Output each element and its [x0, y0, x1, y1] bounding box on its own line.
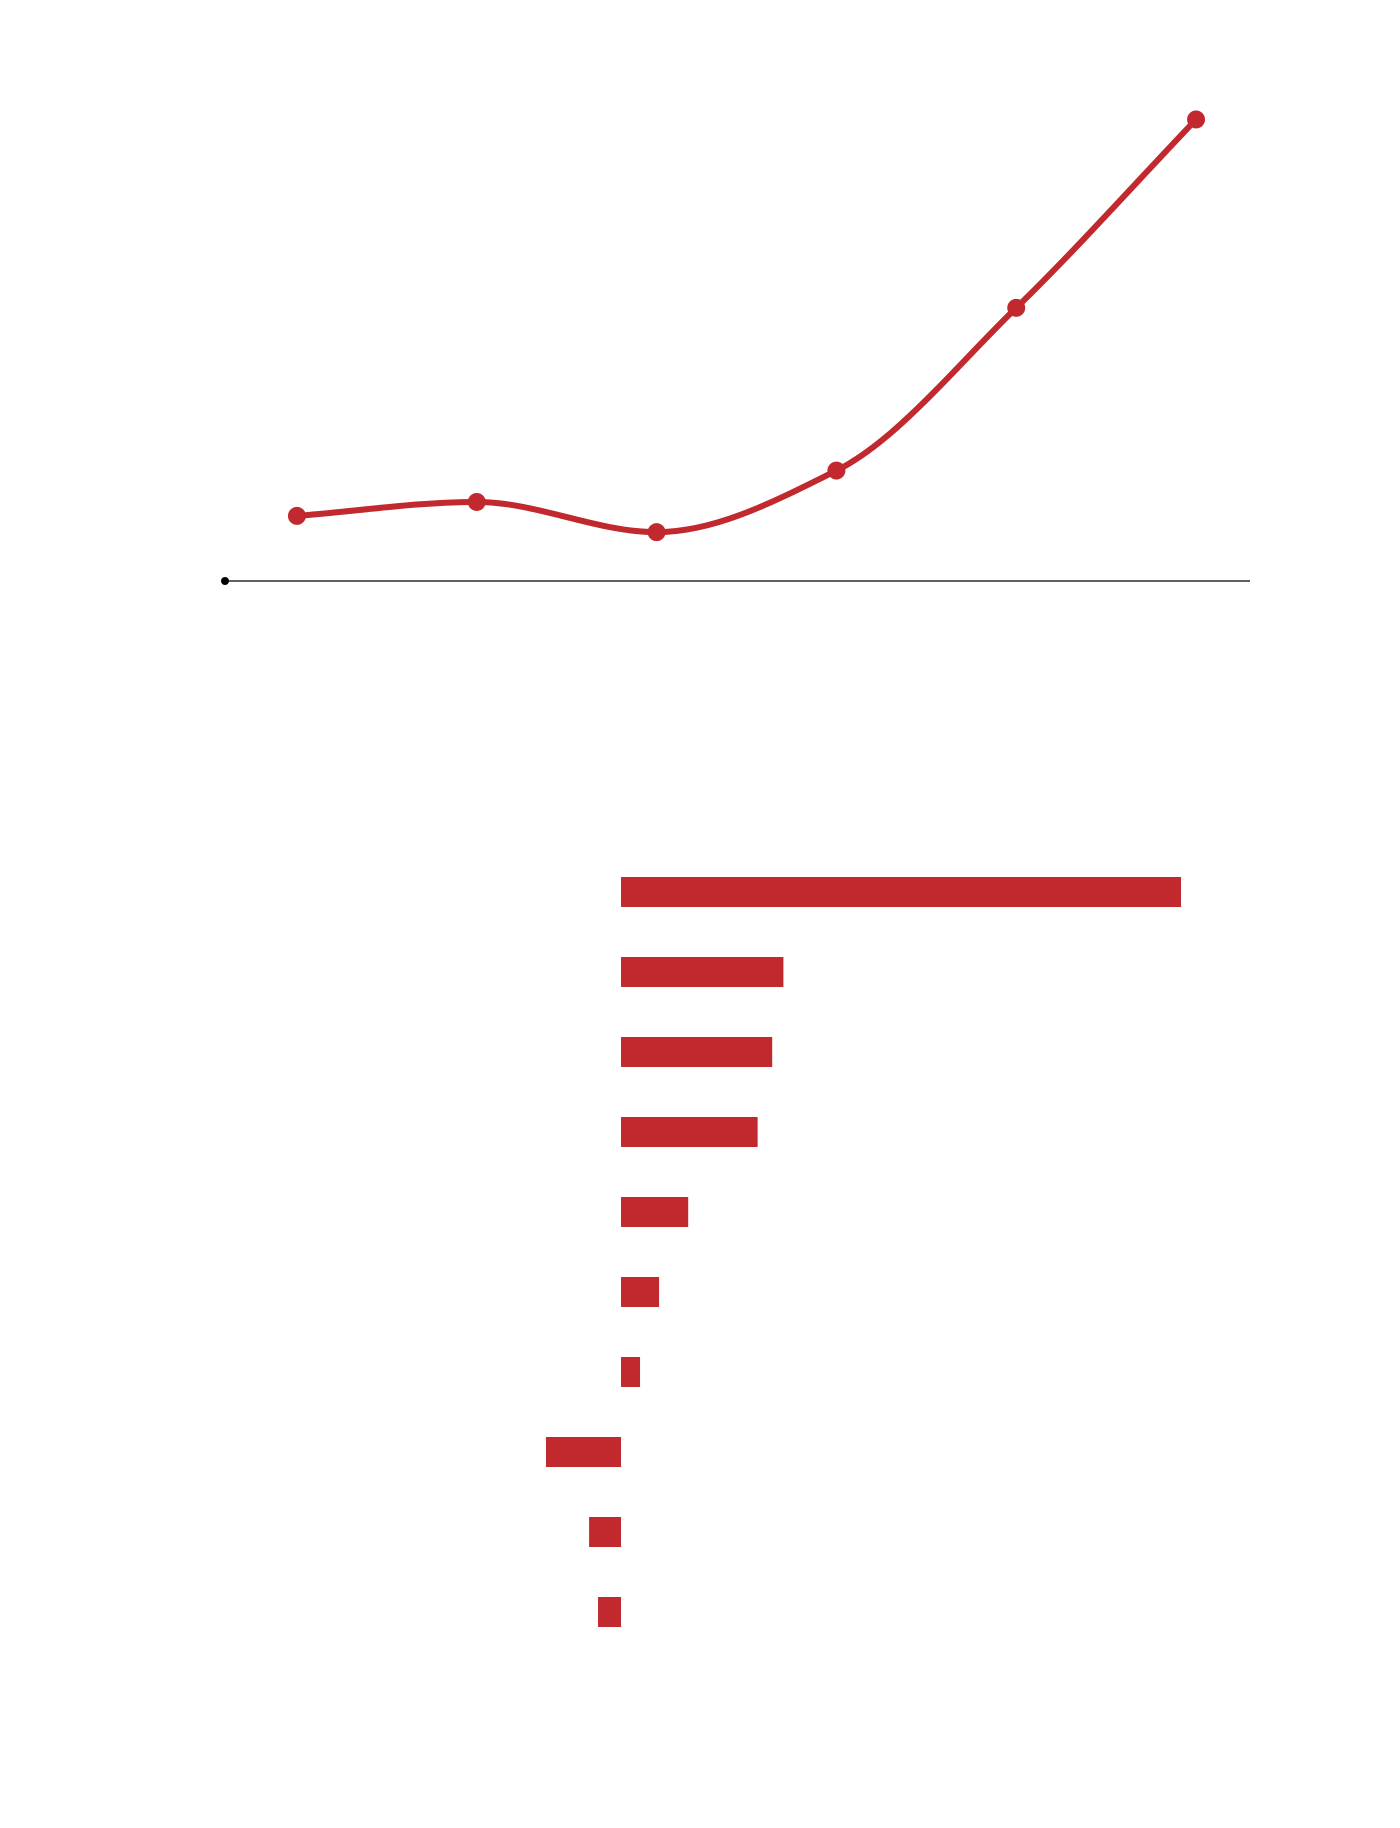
- bar-5: [621, 1197, 689, 1227]
- bar-2: [621, 957, 784, 987]
- bar-series: [545, 877, 1181, 1627]
- bar-4: [621, 1117, 758, 1147]
- line-series-points: [287, 110, 1206, 542]
- line-chart: [221, 110, 1250, 585]
- line-point-1: [287, 506, 306, 525]
- bar-9: [589, 1517, 621, 1547]
- line-point-5: [1007, 298, 1026, 317]
- line-series-path: [293, 116, 1200, 536]
- line-point-4: [827, 461, 846, 480]
- bar-1: [621, 877, 1181, 907]
- line-chart-axis-origin-dot: [221, 577, 229, 585]
- bar-8: [545, 1437, 621, 1467]
- bar-3: [621, 1037, 773, 1067]
- bar-10: [598, 1597, 621, 1627]
- bar-7: [621, 1357, 641, 1387]
- bar-6: [621, 1277, 660, 1307]
- line-point-2: [467, 492, 486, 511]
- line-point-3: [647, 523, 666, 542]
- line-point-6: [1187, 110, 1206, 129]
